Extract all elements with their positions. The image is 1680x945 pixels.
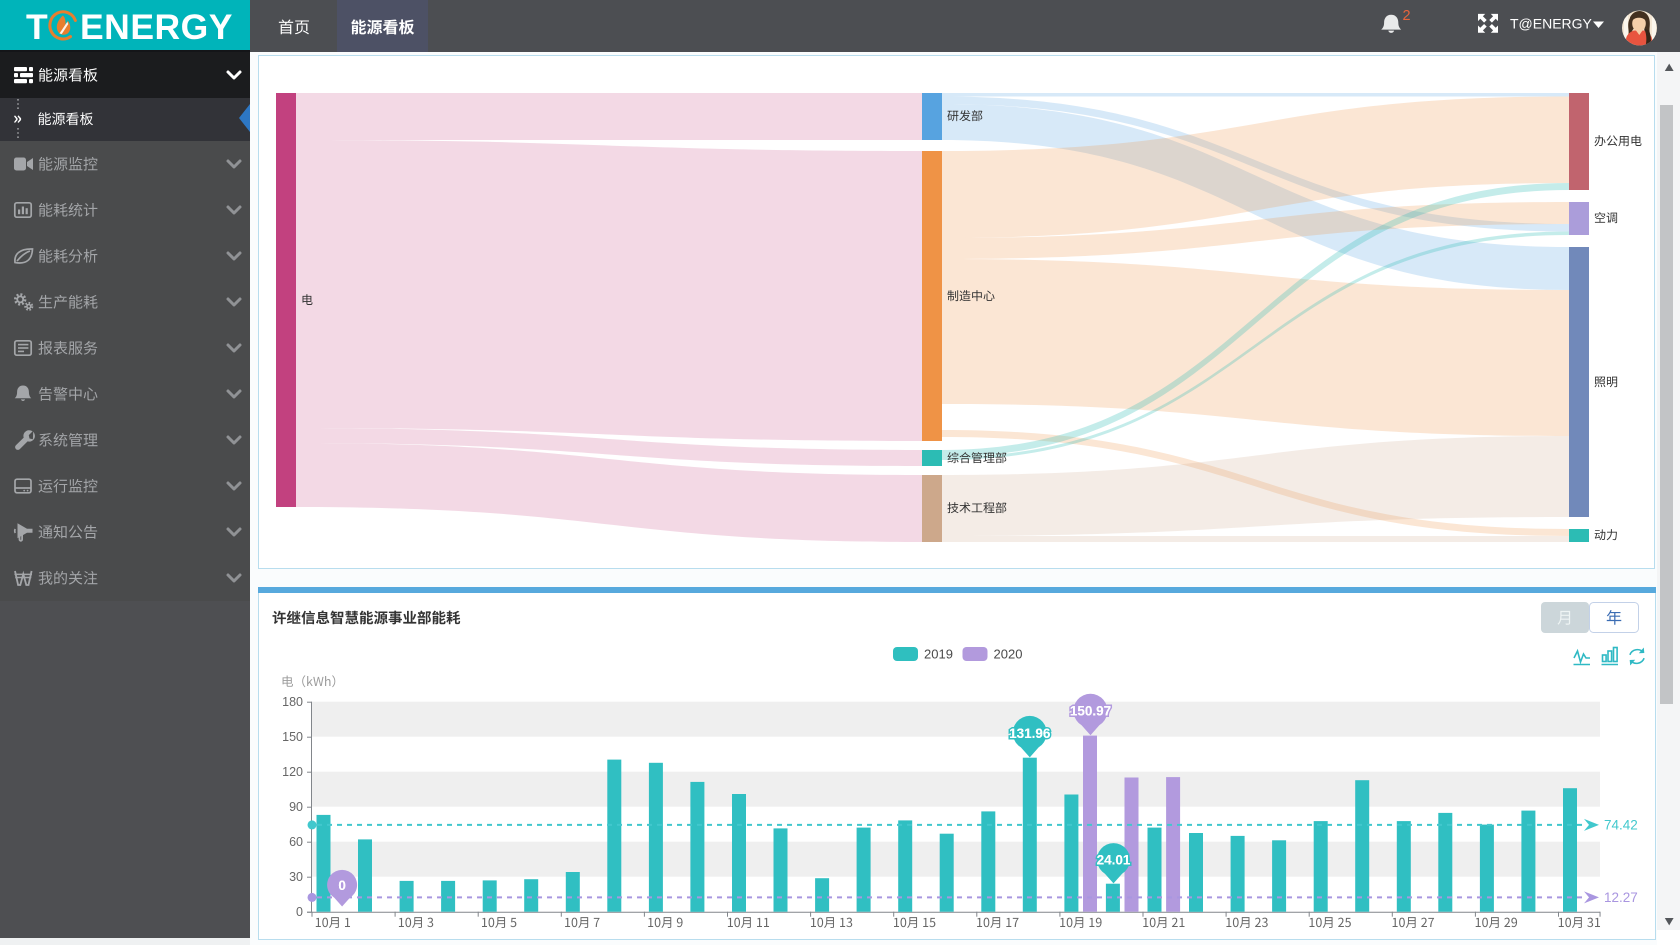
svg-text:ENERGY: ENERGY <box>80 7 233 47</box>
svg-text:120: 120 <box>282 765 303 779</box>
svg-text:0: 0 <box>338 878 346 893</box>
svg-text:0: 0 <box>338 878 346 893</box>
svg-text:T@ENERGY: T@ENERGY <box>1510 16 1593 32</box>
svg-text:24.01: 24.01 <box>1097 853 1131 868</box>
svg-text:12.27: 12.27 <box>1604 890 1638 905</box>
svg-text:150.97: 150.97 <box>1070 704 1111 719</box>
svg-text:74.42: 74.42 <box>1604 818 1638 833</box>
svg-text:60: 60 <box>289 835 303 849</box>
svg-text:0: 0 <box>296 905 303 919</box>
svg-text:180: 180 <box>282 695 303 709</box>
svg-text:2019: 2019 <box>924 647 953 662</box>
svg-text:30: 30 <box>289 870 303 884</box>
svg-text:150: 150 <box>282 730 303 744</box>
svg-text:90: 90 <box>289 800 303 814</box>
svg-text:T: T <box>26 7 48 47</box>
svg-text:2020: 2020 <box>994 647 1023 662</box>
svg-text:150.97: 150.97 <box>1070 704 1111 719</box>
svg-text:131.96: 131.96 <box>1009 726 1051 741</box>
svg-text:24.01: 24.01 <box>1097 853 1131 868</box>
svg-text:2: 2 <box>1403 8 1411 24</box>
svg-text:131.96: 131.96 <box>1009 726 1051 741</box>
